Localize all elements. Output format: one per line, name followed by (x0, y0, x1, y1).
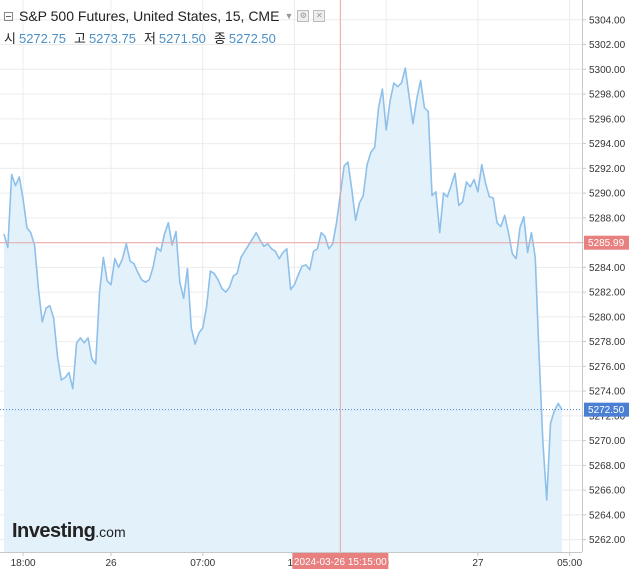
y-tick-label: 5302.00 (589, 40, 626, 51)
x-tick-label: 07:00 (190, 558, 215, 569)
y-tick-label: 5304.00 (589, 15, 626, 26)
dropdown-caret-icon[interactable]: ▼ (284, 11, 294, 21)
low-value: 5271.50 (158, 31, 206, 46)
y-axis[interactable]: 5304.00 5302.00 5300.00 5298.00 5296.00 5294.… (582, 15, 626, 546)
close-icon[interactable]: ✕ (313, 10, 326, 22)
y-tick-label: 5274.00 (589, 387, 626, 398)
crosshair-time-box (292, 553, 389, 569)
logo-suffix: .com (95, 524, 126, 540)
y-tick-label: 5290.00 (589, 189, 626, 200)
last-price-box (584, 402, 629, 417)
close-value: 5272.50 (228, 31, 276, 46)
x-tick-label: 27 (472, 558, 484, 569)
y-tick-label: 5264.00 (589, 510, 626, 521)
axis-price-labels: 5285.99 5272.50 2024-03-26 15:15:00 (292, 235, 629, 569)
open-value: 5272.75 (18, 31, 66, 46)
y-tick-label: 5272.00 (589, 411, 626, 422)
y-tick-label: 5292.00 (589, 164, 626, 175)
chart-header: S&P 500 Futures, United States, 15, CME … (0, 0, 580, 46)
y-tick-label: 5296.00 (589, 114, 626, 125)
y-tick-label: 5284.00 (589, 263, 626, 274)
y-tick-label: 5300.00 (589, 65, 626, 76)
high-value: 5273.75 (88, 31, 136, 46)
ohlc-row: 시 5272.75 고 5273.75 저 5271.50 종 5272.50 (4, 28, 284, 47)
collapse-toggle-icon[interactable] (4, 11, 13, 21)
investing-logo: Investing.com (12, 520, 126, 543)
close-label: 종 (213, 31, 226, 46)
high-label: 고 (73, 31, 86, 46)
last-price-label: 5272.50 (588, 405, 625, 416)
crosshair-price-label: 5285.99 (588, 238, 625, 249)
y-tick-label: 5270.00 (589, 436, 626, 447)
y-tick-label: 5288.00 (589, 213, 626, 224)
y-tick-label: 5266.00 (589, 486, 626, 497)
crosshair (0, 0, 582, 552)
low-label: 저 (143, 31, 156, 46)
y-tick-label: 5298.00 (589, 90, 626, 101)
logo-main: Investing (12, 520, 96, 542)
x-tick-label: 18:00 (11, 558, 36, 569)
settings-icon[interactable]: ⚙ (297, 10, 310, 22)
price-line (3, 67, 563, 501)
axis-corner (583, 553, 629, 570)
symbol-title: S&P 500 Futures, United States, 15, CME (19, 8, 280, 24)
y-tick-label: 5276.00 (589, 362, 626, 373)
header-title-row: S&P 500 Futures, United States, 15, CME … (4, 8, 326, 24)
crosshair-price-box (584, 235, 629, 250)
y-tick-label: 5280.00 (589, 312, 626, 323)
x-tick-label: 26 (105, 558, 117, 569)
y-tick-label: 5262.00 (589, 535, 626, 546)
x-tick-label: 05:00 (557, 558, 582, 569)
y-tick-label: 5282.00 (589, 288, 626, 299)
y-tick-label: 5294.00 (589, 139, 626, 150)
open-label: 시 (4, 31, 16, 46)
price-area-fill (4, 68, 562, 552)
crosshair-time-label: 2024-03-26 15:15:00 (294, 557, 387, 568)
y-tick-label: 5278.00 (589, 337, 626, 348)
y-tick-label: 5268.00 (589, 461, 626, 472)
